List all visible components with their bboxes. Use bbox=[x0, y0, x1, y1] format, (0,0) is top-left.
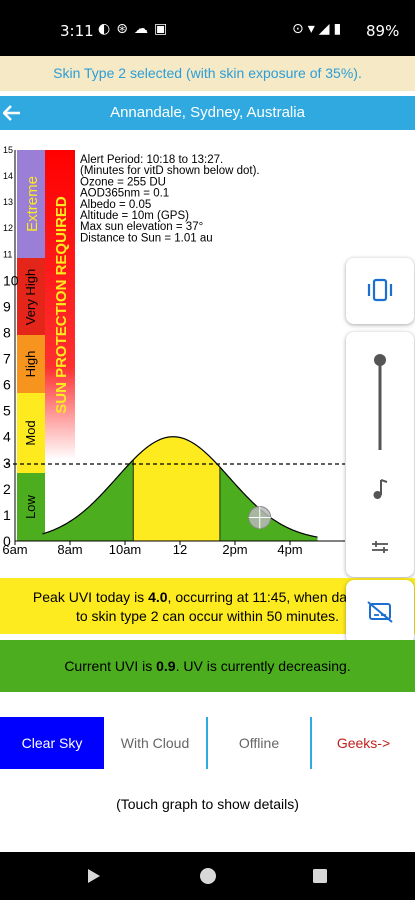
curve-area-low-morning bbox=[42, 459, 134, 541]
band-label-very-high: Very High bbox=[23, 269, 38, 325]
equalizer-icon[interactable] bbox=[372, 541, 388, 553]
peak-line-1: Peak UVI today is 4.0, occurring at 11:4… bbox=[0, 588, 415, 607]
y-tick-label: 5 bbox=[3, 403, 11, 419]
live-caption-card[interactable] bbox=[346, 580, 414, 644]
nav-recents-icon[interactable] bbox=[313, 869, 327, 883]
nav-home-icon[interactable] bbox=[200, 868, 216, 884]
peak-line-2: to skin type 2 can occur within 50 minut… bbox=[75, 608, 340, 624]
y-tick-label: 4 bbox=[3, 429, 11, 445]
band-label-extreme: Extreme bbox=[24, 176, 41, 232]
nav-back-icon[interactable] bbox=[88, 869, 100, 883]
peak-middle: , occurring at 11:45, when damage bbox=[167, 589, 383, 605]
y-tick-label: 0 bbox=[3, 533, 11, 549]
peak-prefix: Peak UVI today is bbox=[32, 589, 149, 605]
y-tick-label: 6 bbox=[3, 377, 11, 393]
band-label-mod: Mod bbox=[23, 420, 38, 445]
mode-tabs: Clear Sky With Cloud Offline Geeks-> bbox=[0, 717, 415, 769]
x-tick-label: 4pm bbox=[277, 542, 302, 557]
y-tick-label: 8 bbox=[3, 324, 11, 340]
current-suffix: . UV is currently decreasing. bbox=[175, 658, 351, 674]
band-label-low: Low bbox=[23, 494, 38, 518]
curve-area-alert bbox=[133, 436, 220, 541]
graph-info-line: AOD365nm = 0.1 bbox=[80, 188, 169, 200]
band-high bbox=[17, 335, 45, 393]
x-tick-label: 2pm bbox=[222, 542, 247, 557]
graph-info-line: Distance to Sun = 1.01 au bbox=[80, 232, 213, 244]
skin-type-banner[interactable]: Skin Type 2 selected (with skin exposure… bbox=[0, 56, 415, 91]
graph-info-line: Altitude = 10m (GPS) bbox=[80, 210, 189, 222]
y-tick-label: 3 bbox=[3, 455, 11, 471]
volume-slider-thumb[interactable] bbox=[374, 354, 386, 366]
graph-info-line: Max sun elevation = 37° bbox=[80, 221, 203, 233]
y-tick-label: 1 bbox=[3, 507, 11, 523]
location-title: Annandale, Sydney, Australia bbox=[110, 104, 305, 121]
band-extreme bbox=[17, 150, 45, 258]
graph-info-line: Albedo = 0.05 bbox=[80, 199, 151, 211]
y-tick-label: 15 bbox=[3, 145, 13, 155]
y-tick-label: 13 bbox=[3, 197, 13, 207]
tab-geeks[interactable]: Geeks-> bbox=[312, 717, 415, 769]
tab-clear-sky[interactable]: Clear Sky bbox=[0, 717, 104, 769]
volume-slider-card[interactable] bbox=[346, 332, 414, 577]
protection-column bbox=[45, 150, 75, 460]
y-tick-label: 2 bbox=[3, 481, 11, 497]
y-tick-label: 10 bbox=[3, 272, 19, 288]
touch-hint: (Touch graph to show details) bbox=[116, 796, 299, 812]
current-prefix: Current UVI is bbox=[64, 658, 157, 674]
x-tick-label: 8am bbox=[57, 542, 82, 557]
android-nav-bar bbox=[0, 852, 415, 900]
captions-off-icon[interactable] bbox=[346, 580, 414, 644]
protection-label: SUN PROTECTION REQUIRED bbox=[53, 196, 70, 414]
system-status-icons: ⊙▾◢▮ bbox=[292, 21, 346, 37]
peak-uv-banner: Peak UVI today is 4.0, occurring at 11:4… bbox=[0, 578, 415, 634]
y-tick-label: 11 bbox=[3, 249, 12, 259]
band-very-high bbox=[17, 258, 45, 335]
graph-info-line: Alert Period: 10:18 to 13:27. bbox=[80, 154, 223, 166]
band-label-high: High bbox=[23, 351, 38, 378]
y-tick-label: 7 bbox=[3, 351, 11, 367]
current-value: 0.9 bbox=[156, 658, 176, 674]
x-tick-label: 6am bbox=[2, 542, 27, 557]
uv-curve bbox=[42, 436, 318, 541]
curve-outline bbox=[42, 436, 318, 538]
back-arrow-icon[interactable] bbox=[0, 96, 24, 130]
tab-with-cloud[interactable]: With Cloud bbox=[104, 717, 208, 769]
graph-info-line: Ozone = 255 DU bbox=[80, 176, 166, 188]
x-tick-label: 10am bbox=[109, 542, 142, 557]
notification-icons: ◐⊛☁▣ bbox=[98, 21, 174, 37]
battery-percent: 89% bbox=[366, 22, 400, 40]
graph-info-line: (Minutes for vitD shown below dot). bbox=[80, 165, 260, 177]
x-axis: 6am 8am 10am 12 2pm 4pm bbox=[2, 541, 303, 557]
y-tick-label: 12 bbox=[3, 223, 13, 233]
y-tick-label: 14 bbox=[3, 171, 13, 181]
music-note-icon[interactable] bbox=[373, 479, 388, 499]
curve-area-low-afternoon bbox=[219, 467, 318, 541]
graph-info: Alert Period: 10:18 to 13:27.(Minutes fo… bbox=[80, 154, 260, 244]
y-tick-label: 9 bbox=[3, 298, 11, 314]
uv-graph[interactable]: Low Mod High Very High Extreme SUN PROTE… bbox=[0, 140, 415, 560]
peak-value: 4.0 bbox=[148, 589, 168, 605]
current-uv-marker[interactable] bbox=[248, 506, 272, 530]
vibrate-icon[interactable] bbox=[346, 258, 414, 324]
status-bar: 3:11 ◐⊛☁▣ ⊙▾◢▮ 89% bbox=[0, 0, 415, 56]
vibrate-toggle-card[interactable] bbox=[346, 258, 414, 324]
status-time: 3:11 bbox=[60, 22, 94, 40]
location-bar[interactable]: Annandale, Sydney, Australia bbox=[0, 96, 415, 130]
tab-offline[interactable]: Offline bbox=[208, 717, 312, 769]
x-tick-label: 12 bbox=[173, 542, 187, 557]
band-mod bbox=[17, 393, 45, 473]
current-uv-banner: Current UVI is 0.9. UV is currently decr… bbox=[0, 640, 415, 692]
band-low bbox=[17, 473, 45, 541]
